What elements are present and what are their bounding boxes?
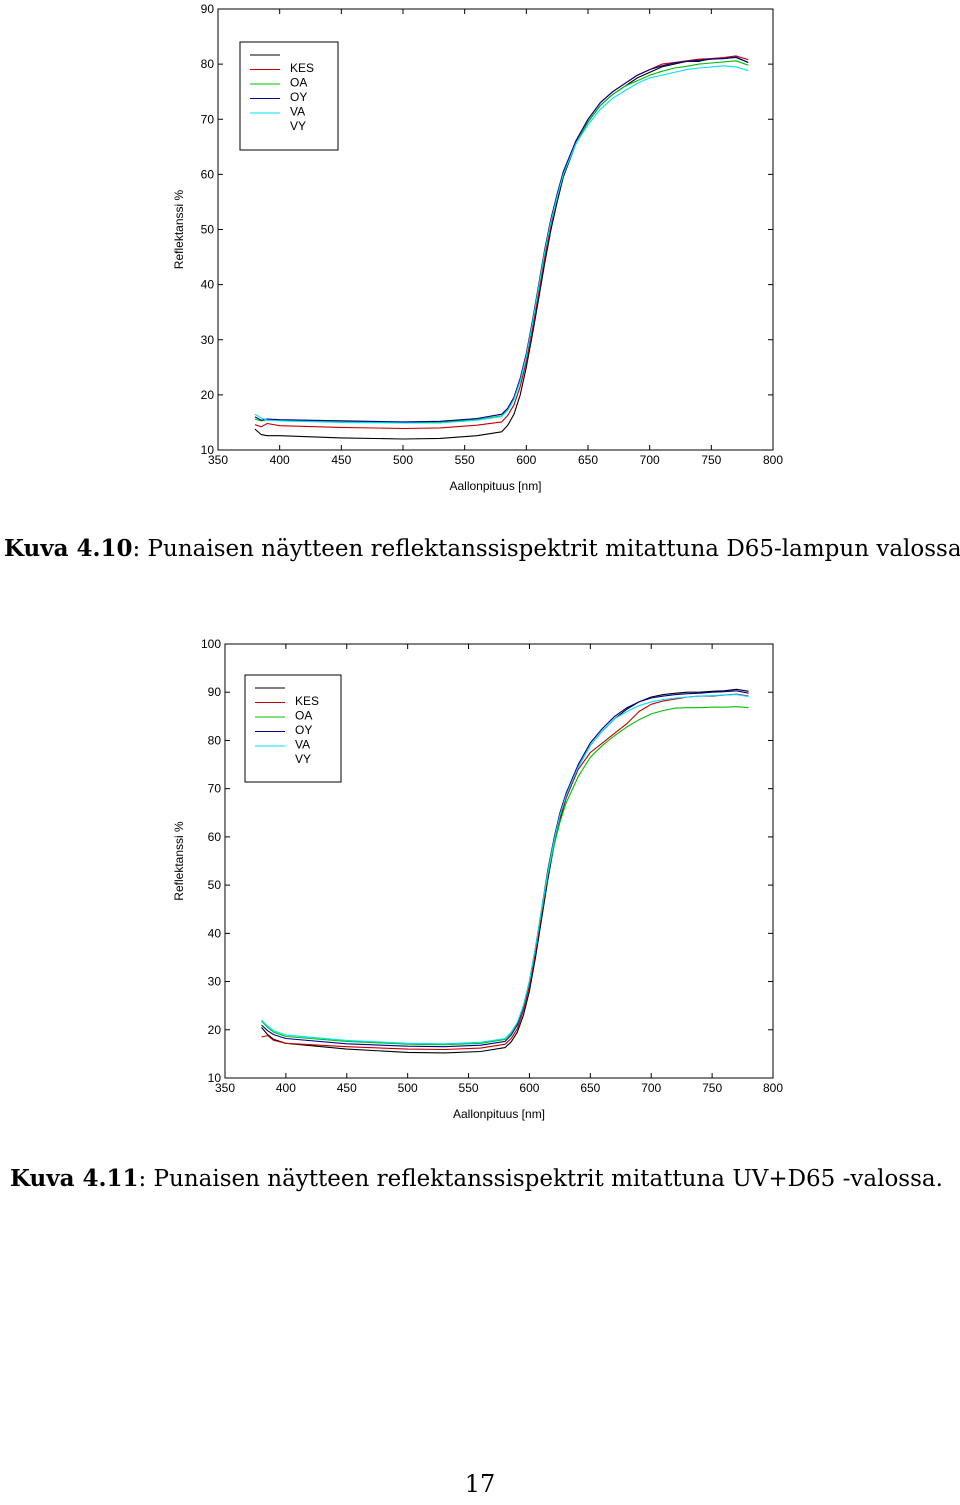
y-tick-label: 30	[208, 975, 222, 989]
legend-label-va: VA	[295, 738, 310, 752]
legend-label-oa: OA	[290, 76, 307, 90]
series-line-va	[254, 56, 749, 423]
legend-label-vy: VY	[295, 752, 311, 766]
y-tick-label: 100	[201, 637, 221, 651]
x-tick-label: 500	[398, 1081, 418, 1095]
y-tick-label: 30	[201, 333, 215, 347]
x-tick-label: 800	[763, 453, 783, 467]
y-tick-label: 80	[201, 57, 215, 71]
y-tick-label: 70	[208, 782, 222, 796]
y-tick-label: 90	[201, 2, 215, 16]
y-tick-label: 40	[208, 926, 222, 940]
caption-label: Kuva 4.10	[4, 535, 133, 562]
reflectance-chart-d65: 350 400 450 500 550 600 650 700 750 800 10 20 30 40 50…	[172, 2, 783, 493]
y-tick-label: 60	[208, 830, 222, 844]
x-tick-label: 450	[337, 1081, 357, 1095]
x-tick-label: 550	[459, 1081, 479, 1095]
y-tick-label: 40	[201, 278, 215, 292]
x-tick-label: 350	[215, 1081, 235, 1095]
x-tick-label: 800	[763, 1081, 783, 1095]
reflectance-chart-uv-d65: 350 400 450 500 550 600 650 700 750 800 10 20 30 40 50…	[172, 637, 783, 1121]
page-number: 17	[464, 1470, 496, 1498]
x-tick-label: 450	[331, 453, 351, 467]
x-tick-label: 750	[702, 1081, 722, 1095]
series-line-vy	[261, 694, 749, 1045]
y-tick-label: 60	[201, 167, 215, 181]
legend-label-vy: VY	[290, 119, 306, 133]
x-tick-label: 650	[578, 453, 598, 467]
x-tick-label: 700	[640, 453, 660, 467]
legend-label-oa: OA	[295, 709, 312, 723]
caption-text: : Punaisen näytteen reflektanssispektrit…	[138, 1166, 943, 1192]
x-axis-title: Aallonpituus [nm]	[449, 479, 541, 493]
caption-text: : Punaisen näytteen reflektanssispektrit…	[132, 536, 960, 562]
figure-caption-4-11: Kuva 4.11: Punaisen näytteen reflektanss…	[10, 1165, 960, 1192]
x-tick-label: 350	[208, 453, 228, 467]
y-tick-label: 20	[201, 388, 215, 402]
y-tick-label: 80	[208, 733, 222, 747]
y-axis-title: Reflektanssi %	[172, 821, 186, 901]
legend-box	[244, 674, 342, 783]
x-tick-label: 400	[270, 453, 290, 467]
x-tick-label: 600	[516, 453, 536, 467]
y-tick-label: 10	[208, 1071, 222, 1085]
legend-label-oy: OY	[290, 90, 307, 104]
y-tick-label: 70	[201, 112, 215, 126]
y-tick-label: 20	[208, 1023, 222, 1037]
y-tick-label: 50	[201, 223, 215, 237]
x-tick-label: 600	[519, 1081, 539, 1095]
legend-label-kes: KES	[295, 694, 319, 708]
x-tick-label: 400	[276, 1081, 296, 1095]
y-tick-label: 10	[201, 443, 215, 457]
x-axis-title: Aallonpituus [nm]	[453, 1107, 545, 1121]
figure-caption-4-10: Kuva 4.10: Punaisen näytteen reflektanss…	[4, 535, 960, 562]
y-axis-title: Reflektanssi %	[172, 189, 186, 269]
legend-box	[239, 41, 339, 151]
x-tick-label: 700	[641, 1081, 661, 1095]
x-tick-label: 750	[701, 453, 721, 467]
caption-label: Kuva 4.11	[10, 1165, 139, 1192]
x-tick-label: 650	[580, 1081, 600, 1095]
y-tick-label: 50	[208, 878, 222, 892]
series-line-vy	[254, 65, 749, 424]
x-tick-label: 500	[393, 453, 413, 467]
y-tick-label: 90	[208, 685, 222, 699]
legend-label-oy: OY	[295, 723, 312, 737]
plot-frame	[224, 643, 774, 1079]
legend-label-kes: KES	[290, 61, 314, 75]
legend-label-va: VA	[290, 105, 305, 119]
x-tick-label: 550	[455, 453, 475, 467]
series-line-oy	[261, 706, 749, 1046]
